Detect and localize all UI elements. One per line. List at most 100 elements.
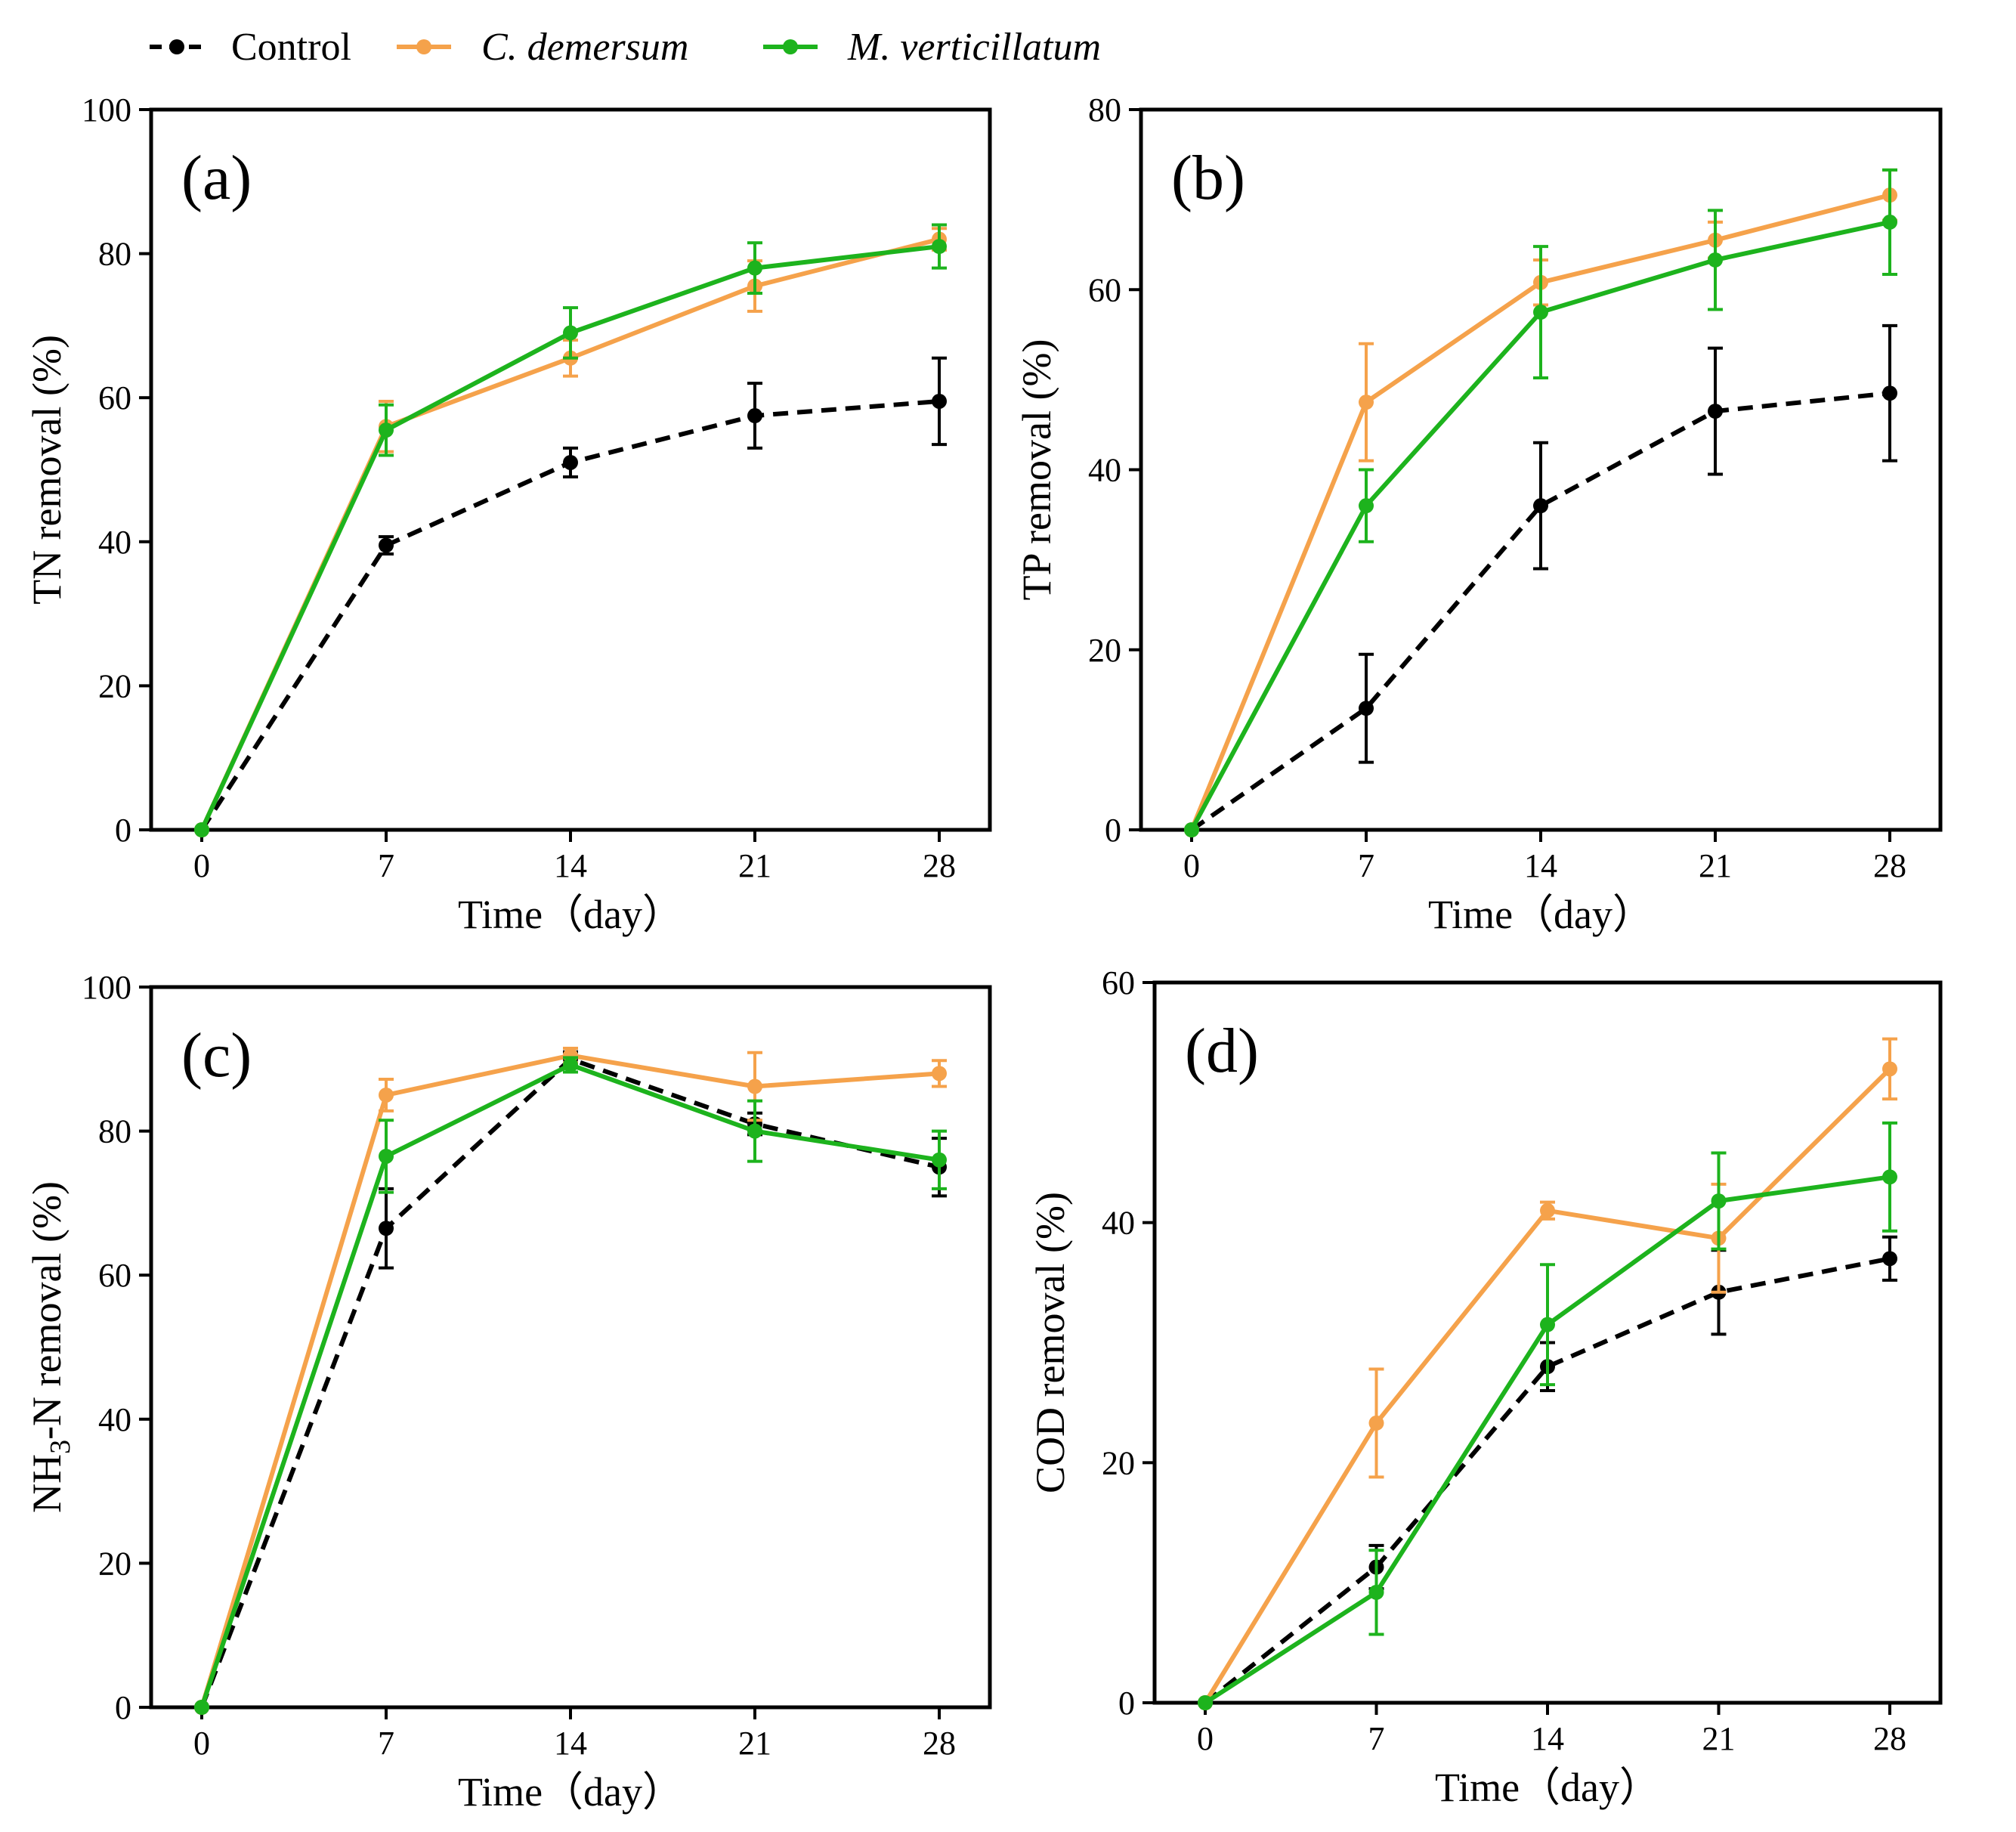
y-tick-label: 80 [98,236,131,273]
data-point-control [379,1221,394,1236]
data-point-m-verticillatum [194,822,209,837]
x-tick-label: 0 [193,847,210,884]
y-axis-label: TP removal (%) [1014,339,1059,601]
legend: Control C. demersum M. verticillatum [150,26,1101,69]
data-point-control [1708,404,1723,419]
x-axis-label: Time（day） [1428,892,1653,937]
data-point-control [379,537,394,553]
series-control [194,1050,947,1715]
x-tick-label: 7 [378,1725,394,1762]
x-tick-label: 0 [1183,847,1200,884]
data-point-m-verticillatum [1368,1584,1384,1600]
data-point-m-verticillatum [1882,214,1897,230]
series-line-control [1190,391,1891,832]
legend-item-m-verticillatum: M. verticillatum [763,26,1101,69]
data-point-c-demersum [1882,1061,1897,1077]
y-tick-label: 0 [115,812,131,849]
data-point-control [563,454,578,470]
plot-frame [149,985,992,1710]
series-m-verticillatum [194,223,947,837]
data-point-control [1882,385,1897,401]
x-axis-label: Time（day） [458,892,683,937]
data-point-m-verticillatum [379,422,394,438]
legend-label-c-demersum: C. demersum [481,26,688,69]
y-tick-label: 60 [98,379,131,416]
y-tick-label: 20 [98,667,131,704]
x-tick-label: 0 [193,1725,210,1762]
data-point-m-verticillatum [379,1148,394,1164]
legend-item-control: Control [150,26,351,69]
legend-marker-control [169,39,184,54]
data-point-m-verticillatum [1359,498,1374,514]
data-point-m-verticillatum [1184,822,1199,837]
data-point-m-verticillatum [932,1152,947,1168]
panel-letter: (d) [1185,1016,1259,1086]
y-tick-label: 20 [1102,1444,1135,1481]
data-point-c-demersum [932,1066,947,1082]
x-tick-label: 21 [1699,847,1732,884]
y-tick-label: 60 [98,1257,131,1294]
x-axis-label: Time（day） [1435,1765,1660,1810]
x-tick-label: 28 [1873,847,1906,884]
x-tick-label: 21 [738,1725,771,1762]
data-point-c-demersum [747,1078,762,1094]
y-axis-label: TN removal (%) [24,335,70,605]
y-tick-label: 40 [98,1401,131,1438]
y-tick-label: 100 [82,969,131,1006]
x-tick-label: 14 [1531,1720,1564,1757]
panels: 0 20 40 60 80 100 0 7 14 21 28 Time（day） TN removal … [24,91,1943,1815]
x-tick-label: 7 [1368,1720,1385,1757]
data-point-m-verticillatum [1533,305,1548,320]
data-point-m-verticillatum [563,325,578,341]
data-point-control [1359,701,1374,716]
data-point-c-demersum [1359,395,1374,410]
y-tick-label: 0 [115,1689,131,1726]
data-point-m-verticillatum [563,1057,578,1072]
data-point-c-demersum [379,1087,394,1103]
y-axis-label: COD removal (%) [1028,1192,1073,1493]
data-point-control [1882,1251,1897,1267]
y-tick-label: 60 [1102,964,1135,1001]
series-line-m-verticillatum [199,1062,940,1708]
y-axis-label-part: NH [24,1454,70,1513]
series-c-demersum [194,1047,947,1715]
legend-label-m-verticillatum: M. verticillatum [847,26,1101,69]
data-point-m-verticillatum [1540,1317,1555,1332]
y-axis-label-subscript: 3 [45,1440,76,1454]
y-axis-label: NH3-N removal (%) [24,1181,76,1513]
legend-item-c-demersum: C. demersum [397,26,688,69]
y-tick-label: 80 [1088,91,1121,128]
x-tick-label: 21 [1702,1720,1736,1757]
y-tick-label: 0 [1105,812,1121,849]
chart-panel-1: 0 20 40 60 80 100 0 7 14 21 28 Time（day） TN removal … [24,91,992,937]
data-point-m-verticillatum [1711,1193,1727,1209]
x-tick-label: 28 [1873,1720,1906,1757]
data-point-c-demersum [1368,1415,1384,1431]
y-tick-label: 20 [98,1545,131,1582]
x-tick-label: 28 [923,1725,956,1762]
data-point-m-verticillatum [194,1700,209,1715]
data-point-c-demersum [1540,1202,1555,1218]
y-tick-label: 100 [82,91,131,128]
panel-letter: (c) [181,1020,252,1091]
series-m-verticillatum [1184,168,1897,837]
x-tick-label: 0 [1197,1720,1214,1757]
y-tick-label: 40 [1102,1205,1135,1242]
y-tick-label: 0 [1118,1685,1135,1722]
x-tick-label: 14 [554,847,587,884]
x-tick-label: 14 [554,1725,587,1762]
data-point-m-verticillatum [1708,252,1723,268]
legend-marker-m-verticillatum [783,39,798,54]
x-tick-label: 7 [1358,847,1374,884]
panel-letter: (b) [1171,143,1245,213]
legend-marker-c-demersum [416,39,431,54]
data-point-control [747,408,762,424]
y-tick-label: 40 [98,524,131,561]
series-m-verticillatum [1198,1121,1897,1710]
panel-letter: (a) [181,143,252,213]
chart-panel-4: 0 20 40 60 0 7 14 21 28 Time（day） COD removal (%) (… [1028,964,1943,1810]
data-point-control [932,393,947,409]
y-tick-label: 40 [1088,452,1121,489]
y-axis-label-part: -N removal (%) [24,1181,70,1440]
